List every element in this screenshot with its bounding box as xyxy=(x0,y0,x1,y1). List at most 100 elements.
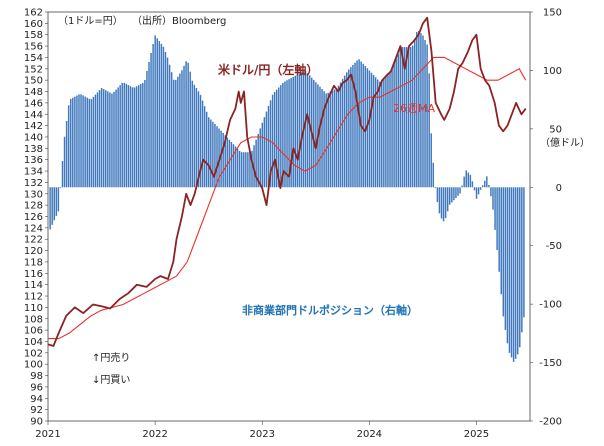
position-bar-140 xyxy=(337,85,340,188)
left-tick-label-96: 96 xyxy=(30,382,43,393)
position-bar-129 xyxy=(315,82,317,188)
position-bar-107 xyxy=(269,100,272,188)
position-bar-78 xyxy=(210,119,212,188)
position-bar-227 xyxy=(516,187,519,355)
position-bar-35 xyxy=(121,82,123,188)
position-bar-183 xyxy=(426,44,428,188)
position-bar-54 xyxy=(160,43,163,188)
right-tick-label--50: -50 xyxy=(546,241,562,252)
position-bar-184 xyxy=(428,73,430,188)
position-bar-55 xyxy=(162,46,165,188)
position-bar-69 xyxy=(191,80,194,188)
position-bar-37 xyxy=(125,83,128,188)
position-bar-190 xyxy=(440,187,443,219)
position-bar-219 xyxy=(500,187,502,295)
position-bar-83 xyxy=(220,130,222,188)
yen-sell-note: ↑円売り xyxy=(92,351,130,364)
position-bar-182 xyxy=(424,40,426,188)
position-bar-65 xyxy=(183,65,185,188)
left-tick-label-156: 156 xyxy=(24,42,43,53)
position-bar-29 xyxy=(109,92,111,188)
position-bar-221 xyxy=(504,187,507,330)
position-bar-186 xyxy=(432,162,435,188)
left-tick-label-124: 124 xyxy=(24,223,43,234)
position-bar-100 xyxy=(255,139,257,188)
position-bar-145 xyxy=(348,69,350,188)
position-bar-208 xyxy=(477,187,480,195)
yen-buy-note: ↓円買い xyxy=(92,374,130,386)
position-bar-165 xyxy=(389,71,391,188)
left-tick-label-102: 102 xyxy=(24,348,43,359)
left-tick-label-130: 130 xyxy=(24,189,43,200)
left-tick-label-162: 162 xyxy=(24,8,43,19)
position-bar-36 xyxy=(123,82,126,188)
position-bar-90 xyxy=(234,146,237,188)
left-tick-label-110: 110 xyxy=(24,303,43,314)
position-bar-150 xyxy=(358,59,360,188)
position-bar-49 xyxy=(150,52,152,188)
position-bar-44 xyxy=(140,84,142,188)
position-bar-27 xyxy=(105,90,107,188)
left-tick-label-142: 142 xyxy=(24,121,43,132)
position-bar-105 xyxy=(265,111,268,188)
position-bar-138 xyxy=(333,89,336,188)
position-bar-119 xyxy=(294,75,296,188)
left-tick-label-132: 132 xyxy=(24,178,43,189)
position-bar-21 xyxy=(92,96,95,188)
position-bar-118 xyxy=(292,76,294,188)
left-tick-label-92: 92 xyxy=(30,405,43,416)
position-bars xyxy=(49,30,525,362)
position-bar-225 xyxy=(512,187,515,362)
position-bar-87 xyxy=(228,139,231,188)
position-bar-194 xyxy=(449,187,451,205)
position-bar-31 xyxy=(113,91,115,188)
position-bar-153 xyxy=(364,66,367,188)
left-tick-label-100: 100 xyxy=(24,360,43,371)
position-bar-95 xyxy=(245,152,247,188)
right-tick-label-0: 0 xyxy=(556,183,562,194)
position-bar-171 xyxy=(401,47,404,188)
position-bar-93 xyxy=(240,152,243,188)
left-tick-label-134: 134 xyxy=(24,167,43,178)
position-bar-173 xyxy=(405,47,408,188)
position-bar-175 xyxy=(409,47,412,188)
position-bar-205 xyxy=(471,181,474,188)
left-tick-label-136: 136 xyxy=(24,155,43,166)
position-bar-166 xyxy=(391,67,393,188)
position-bar-117 xyxy=(290,78,292,188)
position-bar-158 xyxy=(374,77,377,188)
position-bar-154 xyxy=(366,68,369,188)
position-bar-5 xyxy=(59,187,62,189)
position-bar-135 xyxy=(327,92,329,188)
position-bar-68 xyxy=(189,71,191,188)
left-unit-note: （1ドル=円） xyxy=(58,15,123,27)
position-bar-207 xyxy=(475,187,478,199)
left-tick-label-158: 158 xyxy=(24,30,43,41)
position-bar-71 xyxy=(195,88,198,188)
position-bar-62 xyxy=(177,76,179,188)
position-bar-75 xyxy=(203,106,206,188)
left-tick-label-120: 120 xyxy=(24,246,43,257)
position-bar-15 xyxy=(80,94,82,188)
position-bar-196 xyxy=(453,187,455,201)
position-bar-164 xyxy=(387,73,389,188)
position-bar-0 xyxy=(49,187,51,230)
position-bar-226 xyxy=(514,187,517,359)
position-bar-17 xyxy=(84,96,86,188)
position-bar-20 xyxy=(90,99,93,188)
position-bar-7 xyxy=(63,136,66,188)
position-bar-64 xyxy=(181,70,183,188)
position-bar-216 xyxy=(494,187,496,230)
position-bar-4 xyxy=(57,187,60,212)
position-bar-179 xyxy=(418,30,420,188)
position-bar-124 xyxy=(304,70,307,188)
position-bar-134 xyxy=(325,93,327,188)
position-bar-85 xyxy=(224,135,226,188)
position-bar-189 xyxy=(438,187,441,214)
right-unit-note: （億ドル） xyxy=(540,136,590,149)
position-bar-202 xyxy=(465,170,467,188)
position-bar-163 xyxy=(385,75,387,188)
position-bar-144 xyxy=(346,72,348,188)
line-series xyxy=(47,16,527,347)
left-tick-label-114: 114 xyxy=(24,280,43,291)
